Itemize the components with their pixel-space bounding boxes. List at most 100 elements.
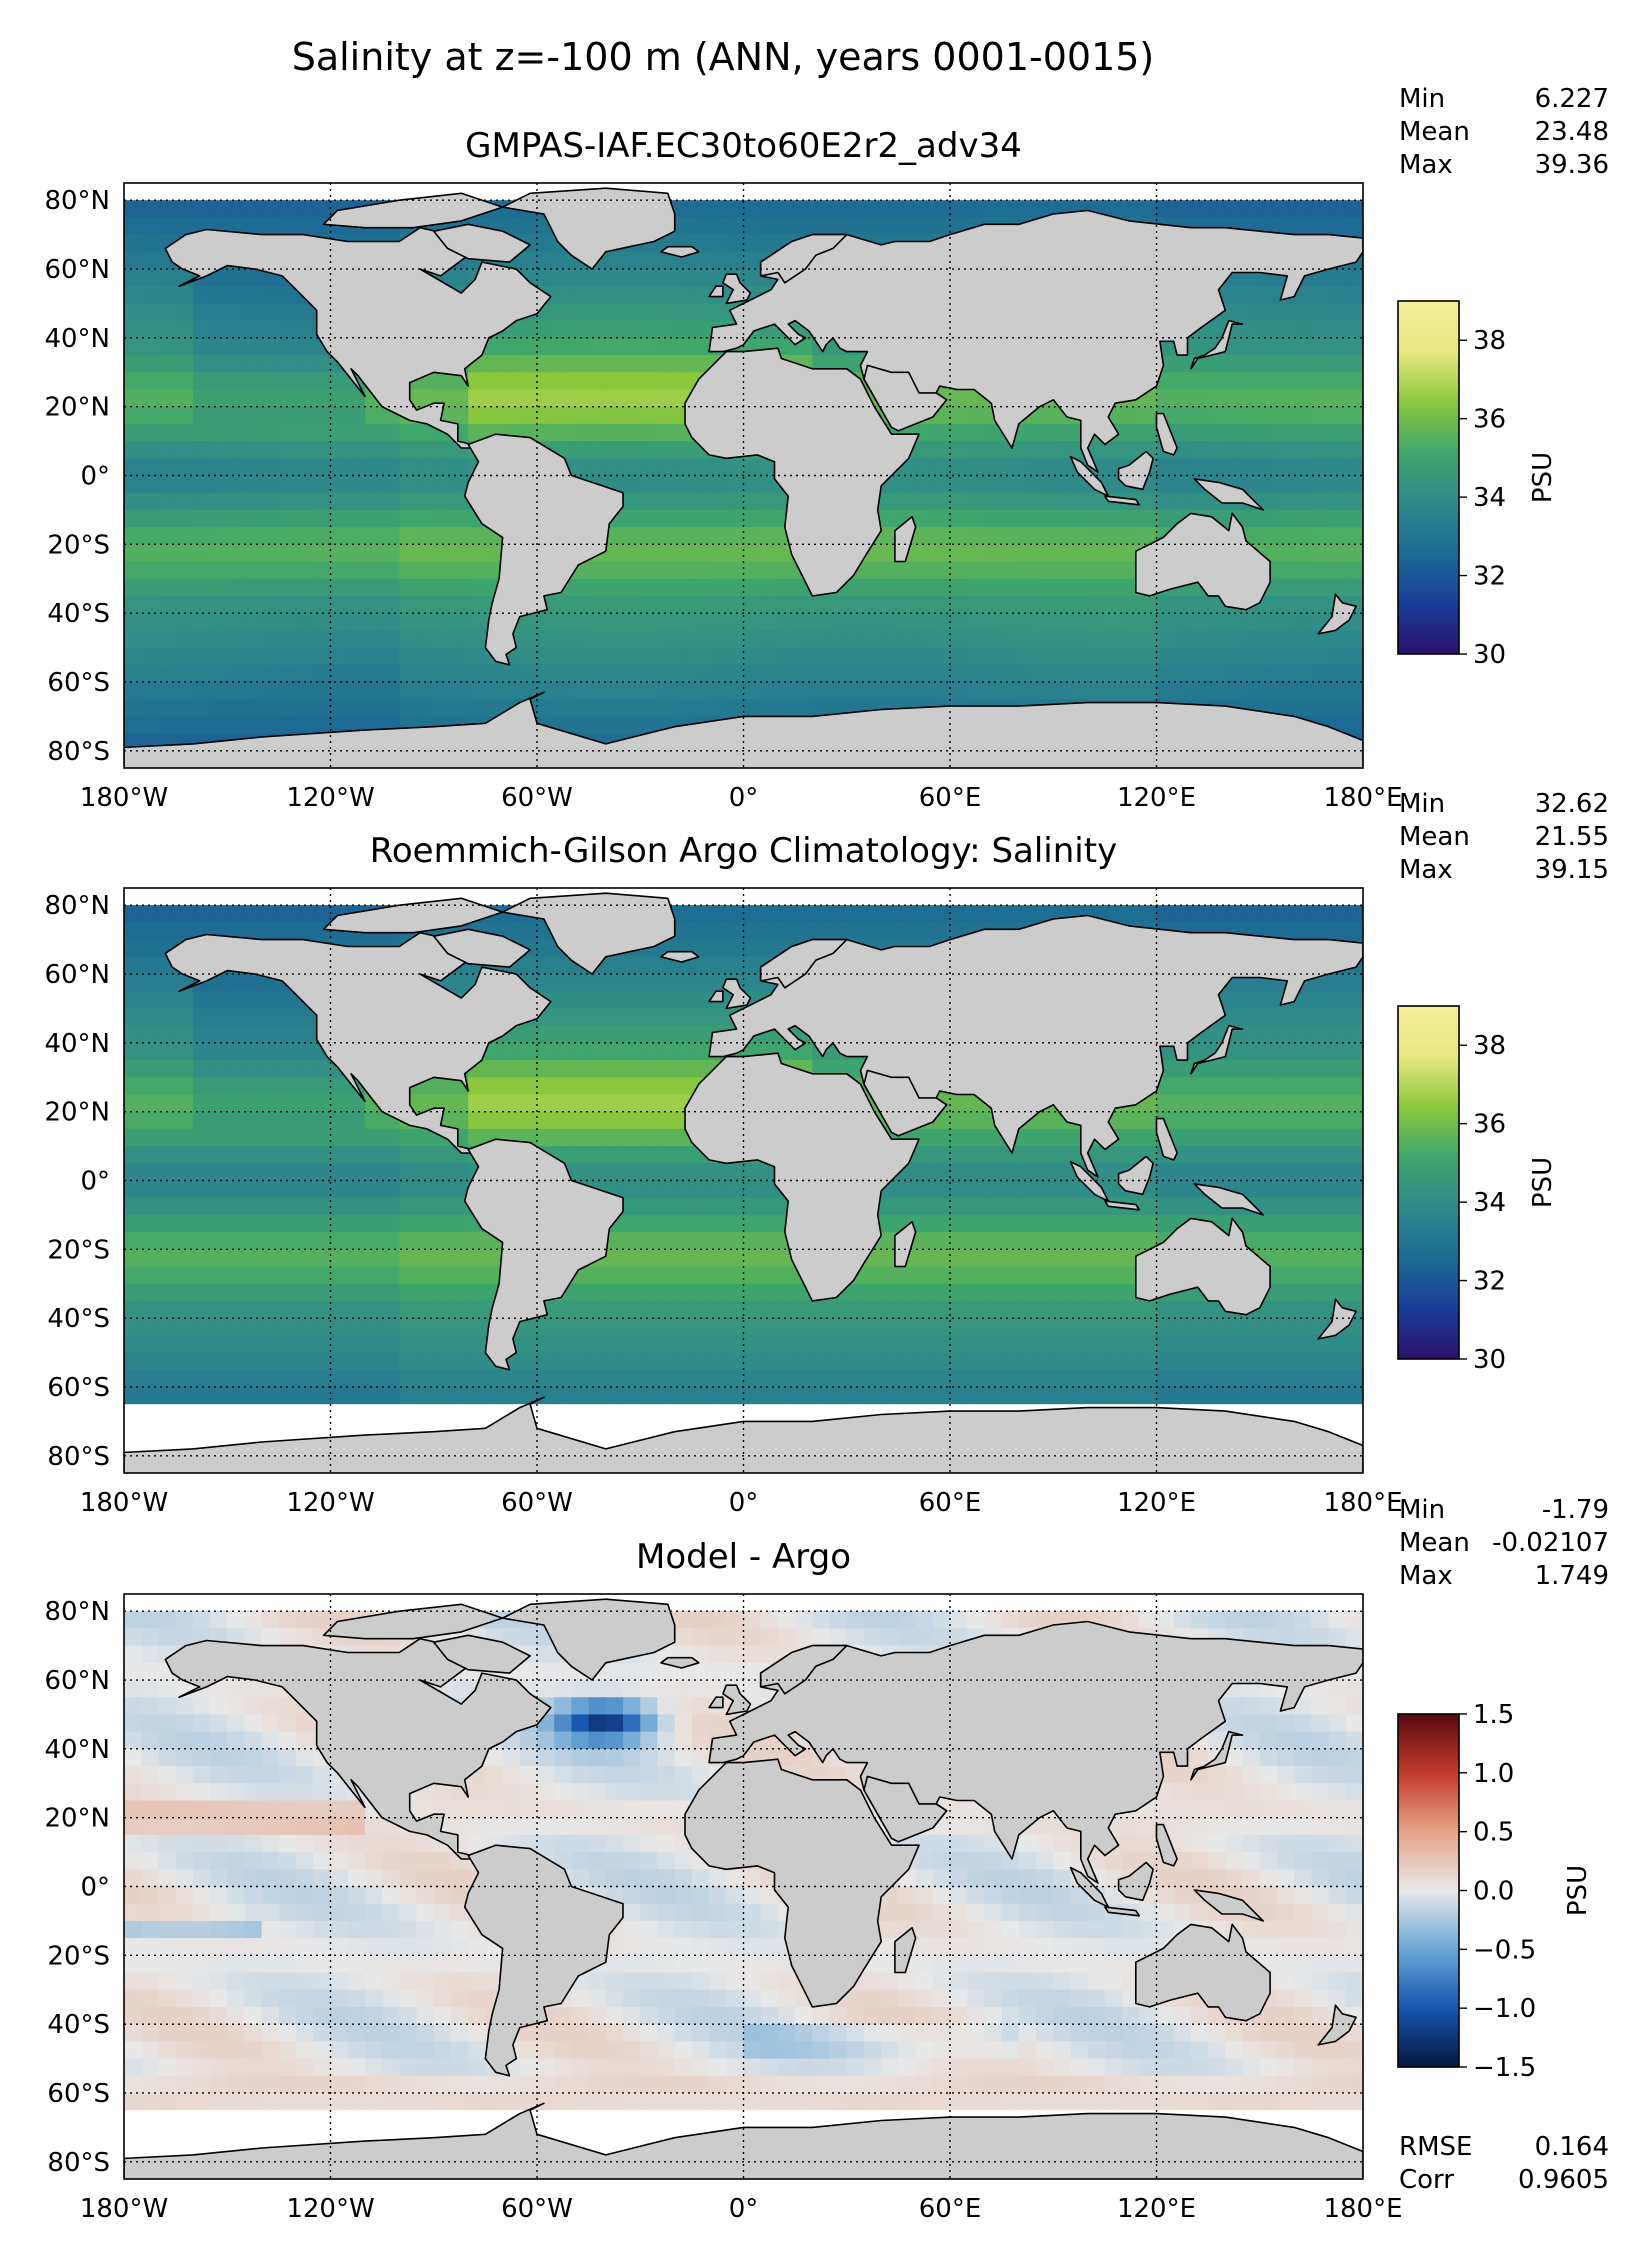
heatmap-cell (1036, 1283, 1054, 1302)
heatmap-cell (588, 681, 607, 700)
heatmap-cell (623, 372, 641, 391)
heatmap-cell (777, 561, 796, 580)
heatmap-cell (1001, 441, 1020, 459)
heatmap-cell (571, 355, 590, 373)
heatmap-cell (554, 1042, 573, 1061)
heatmap-cell (881, 217, 899, 236)
heatmap-cell (1036, 406, 1054, 425)
heatmap-cell (863, 922, 882, 941)
heatmap-cell (760, 888, 779, 906)
heatmap-cell (192, 1146, 211, 1164)
heatmap-cell (743, 200, 762, 219)
heatmap-cell (1225, 888, 1244, 906)
heatmap-cell (175, 1008, 194, 1027)
heatmap-cell (588, 1128, 607, 1147)
heatmap-cell (846, 183, 865, 201)
heatmap-cell (1276, 888, 1295, 906)
heatmap-cell (296, 509, 314, 528)
heatmap-cell (399, 527, 418, 545)
heatmap-cell (330, 699, 349, 717)
heatmap-cell (1345, 441, 1363, 459)
heatmap-cell (1225, 1094, 1244, 1113)
heatmap-cell (1259, 1060, 1278, 1078)
heatmap-cell (674, 475, 693, 494)
heatmap-cell (192, 355, 211, 373)
heatmap-cell (1345, 1335, 1363, 1354)
heatmap-cell (1276, 1404, 1295, 1422)
heatmap-cell (984, 905, 1003, 924)
heatmap-cell (141, 303, 160, 322)
heatmap-cell (313, 183, 332, 201)
heatmap-cell (450, 1111, 469, 1130)
heatmap-cell (726, 458, 745, 477)
heatmap-cell (1225, 1060, 1244, 1078)
heatmap-cell (158, 1249, 177, 1268)
heatmap-cell (364, 509, 383, 528)
heatmap-cell (1001, 1335, 1020, 1354)
heatmap-cell (1139, 664, 1158, 683)
heatmap-cell (296, 1008, 314, 1027)
heatmap-cell (881, 578, 899, 597)
heatmap-cell (210, 716, 228, 735)
heatmap-cell (261, 544, 280, 563)
heatmap-cell (760, 1214, 779, 1233)
heatmap-cell (519, 1094, 538, 1113)
heatmap-cell (1328, 355, 1347, 373)
heatmap-cell (210, 1197, 228, 1216)
heatmap-cell (141, 681, 160, 700)
heatmap-cell (1139, 613, 1158, 631)
y-tick-label: 20°N (44, 393, 110, 423)
heatmap-cell (1294, 372, 1312, 391)
heatmap-cell (623, 544, 641, 563)
heatmap-cell (571, 441, 590, 459)
heatmap-cell (1156, 630, 1175, 649)
y-tick-label: 80°S (47, 737, 110, 767)
heatmap-cell (846, 664, 865, 683)
heatmap-cell (846, 613, 865, 631)
heatmap-cell (657, 1232, 676, 1250)
heatmap-cell (1242, 664, 1261, 683)
heatmap-cell (812, 922, 831, 941)
heatmap-cell (192, 1214, 211, 1233)
heatmap-cell (450, 527, 469, 545)
heatmap-cell (468, 630, 486, 649)
heatmap-cell (124, 1094, 142, 1113)
heatmap-cell (691, 1197, 710, 1216)
heatmap-cell (382, 527, 400, 545)
heatmap-cell (433, 492, 452, 511)
heatmap-cell (399, 1386, 418, 1405)
heatmap-cell (984, 183, 1003, 201)
heatmap-cell (330, 1163, 349, 1182)
heatmap-cell (347, 1404, 366, 1422)
heatmap-cell (1294, 509, 1312, 528)
heatmap-cell (1104, 183, 1123, 201)
land-java (1104, 495, 1141, 506)
heatmap-cell (1345, 888, 1363, 906)
heatmap-cell (1173, 1146, 1192, 1164)
heatmap-cell (364, 1283, 383, 1302)
heatmap-cell (1311, 509, 1330, 528)
heatmap-cell (1345, 320, 1363, 339)
heatmap-cell (709, 1249, 727, 1268)
heatmap-cell (1311, 286, 1330, 305)
heatmap-cell (1156, 1163, 1175, 1182)
heatmap-cell (347, 389, 366, 408)
heatmap-cell (1173, 1094, 1192, 1113)
heatmap-cell (932, 613, 951, 631)
heatmap-cell (1311, 372, 1330, 391)
heatmap-cell (1018, 509, 1037, 528)
heatmap-cell (1070, 888, 1089, 906)
heatmap-cell (433, 561, 452, 580)
land-japan (1190, 319, 1244, 370)
heatmap-cell (296, 595, 314, 614)
heatmap-cell (1104, 1180, 1123, 1199)
heatmap-cell (863, 1300, 882, 1319)
heatmap-cell (1225, 1111, 1244, 1130)
heatmap-cell (141, 251, 160, 270)
heatmap-cell (296, 1163, 314, 1182)
heatmap-cell (1276, 1128, 1295, 1147)
heatmap-cell (261, 1146, 280, 1164)
heatmap-cell (623, 458, 641, 477)
heatmap-cell (898, 561, 917, 580)
heatmap-cell (1345, 1266, 1363, 1285)
